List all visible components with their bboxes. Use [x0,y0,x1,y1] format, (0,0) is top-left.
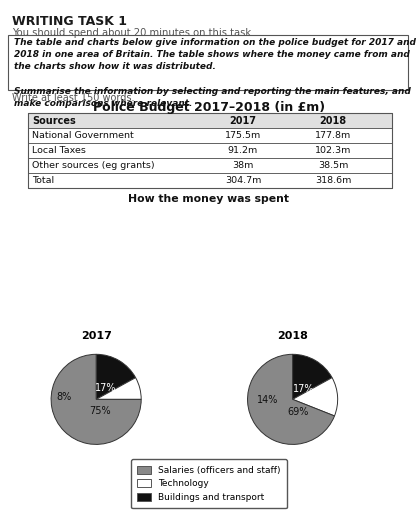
Wedge shape [247,354,334,444]
FancyBboxPatch shape [8,35,408,90]
Text: 102.3m: 102.3m [315,146,351,155]
Text: Total: Total [32,176,54,185]
Bar [28,173,392,188]
Text: 175.5m: 175.5m [225,131,261,140]
Text: 38m: 38m [232,161,254,170]
Text: You should spend about 20 minutes on this task.: You should spend about 20 minutes on thi… [12,28,255,38]
Text: National Government: National Government [32,131,134,140]
Text: 38.5m: 38.5m [318,161,348,170]
Text: 2017: 2017 [229,116,257,125]
Text: 17%: 17% [95,383,117,393]
Bar [28,113,392,128]
Text: 2018: 2018 [319,116,347,125]
Wedge shape [51,354,141,444]
Text: 318.6m: 318.6m [315,176,351,185]
Text: 69%: 69% [287,407,309,417]
Wedge shape [293,378,338,416]
Text: Sources: Sources [32,116,76,125]
Text: WRITING TASK 1: WRITING TASK 1 [12,15,127,28]
Title: 2017: 2017 [81,331,112,341]
Text: 177.8m: 177.8m [315,131,351,140]
Text: 8%: 8% [56,392,71,402]
Wedge shape [96,354,135,399]
Wedge shape [293,354,332,399]
Text: 304.7m: 304.7m [225,176,261,185]
Text: Other sources (eg grants): Other sources (eg grants) [32,161,155,170]
Text: The table and charts below give information on the police budget for 2017 and
20: The table and charts below give informat… [14,38,416,108]
Text: 75%: 75% [89,406,110,416]
Legend: Salaries (officers and staff), Technology, Buildings and transport: Salaries (officers and staff), Technolog… [131,459,287,508]
Text: How the money was spent: How the money was spent [128,194,290,204]
Text: 14%: 14% [257,395,278,406]
Text: Local Taxes: Local Taxes [32,146,86,155]
Title: 2018: 2018 [277,331,308,341]
Bar [28,158,392,173]
Bar [28,143,392,158]
Text: 17%: 17% [293,385,315,394]
Text: Police Budget 2017–2018 (in £m): Police Budget 2017–2018 (in £m) [93,101,325,114]
Text: Write at least 150 words.: Write at least 150 words. [12,93,135,103]
Wedge shape [96,378,141,399]
Text: 91.2m: 91.2m [228,146,258,155]
Bar [28,128,392,143]
Bar [28,113,392,188]
